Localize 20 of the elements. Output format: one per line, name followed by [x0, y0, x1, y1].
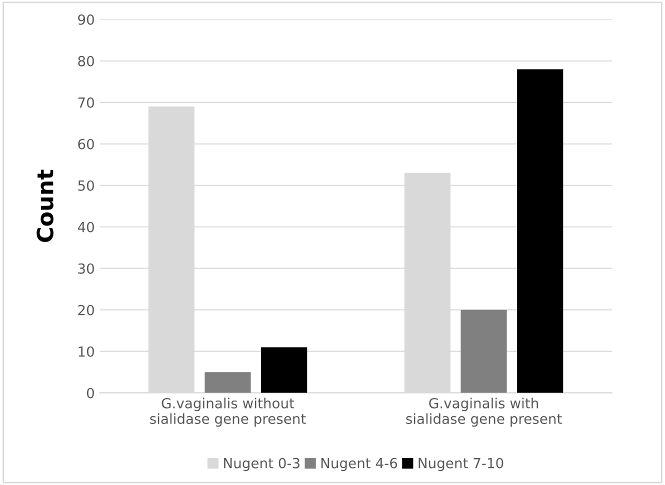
legend-label: Nugent 7-10 [418, 458, 504, 472]
bar [517, 69, 564, 393]
y-tick-label: 90 [78, 14, 94, 25]
bar [460, 310, 507, 393]
y-axis-title: Count [36, 170, 54, 242]
y-tick-label: 20 [78, 304, 94, 316]
y-tick-label: 60 [78, 138, 94, 150]
y-tick-label: 0 [86, 388, 94, 398]
legend-label: Nugent 0-3 [224, 458, 300, 472]
bar [204, 372, 251, 393]
y-tick-label: 30 [78, 263, 94, 274]
legend-label: Nugent 4-6 [321, 458, 398, 472]
y-tick-label: 40 [78, 222, 94, 232]
bar [261, 347, 308, 393]
y-tick-label: 70 [78, 97, 94, 108]
x-tick-label: G.vaginalis with sialidase gene present [406, 398, 562, 427]
y-tick-label: 50 [78, 180, 94, 191]
y-tick-label: 80 [78, 56, 94, 66]
y-tick-label: 10 [78, 346, 94, 357]
x-tick-label: G.vaginalis without sialidase gene present [150, 398, 306, 427]
